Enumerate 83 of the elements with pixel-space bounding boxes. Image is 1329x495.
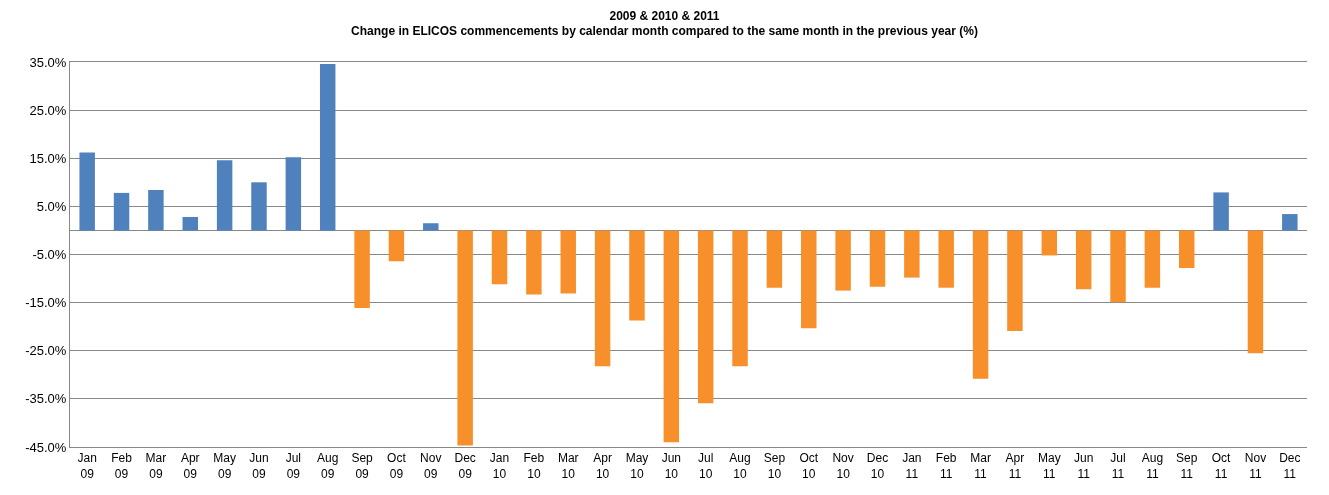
y-tick-label: -25.0%: [25, 343, 67, 359]
y-tick-label: 15.0%: [29, 150, 67, 166]
y-tick-label: -15.0%: [25, 295, 67, 311]
bar: [423, 223, 439, 231]
y-tick-label: -45.0%: [25, 439, 67, 455]
bar: [388, 230, 405, 262]
bar: [319, 63, 336, 231]
x-tick-label: Apr 10: [593, 451, 612, 481]
x-tick-label: Jan 11: [902, 451, 922, 481]
bar: [904, 230, 920, 278]
x-tick-label: Aug 11: [1141, 451, 1164, 481]
x-tick-label: Jan 10: [489, 451, 510, 481]
bar: [972, 230, 989, 379]
x-tick-label: Sep 10: [763, 451, 786, 481]
x-tick-label: Dec 10: [866, 451, 889, 481]
bar: [766, 230, 783, 288]
y-tick-label: 5.0%: [36, 198, 67, 214]
bar: [1075, 230, 1092, 290]
bar: [182, 216, 198, 231]
x-tick-label: Aug 09: [317, 451, 339, 481]
bar: [1282, 214, 1298, 231]
y-tick-label: 35.0%: [29, 54, 67, 70]
x-tick-label: May 09: [213, 451, 236, 481]
bar: [79, 152, 95, 231]
x-tick-label: Oct 11: [1211, 451, 1232, 481]
x-tick-label: Jun 10: [661, 451, 681, 481]
y-tick-label: 25.0%: [29, 102, 67, 118]
x-tick-label: Nov 10: [832, 451, 854, 481]
x-tick-label: Dec 11: [1279, 451, 1301, 481]
bar: [697, 230, 714, 404]
x-tick-label: Nov 09: [420, 451, 442, 481]
x-tick-label: Jun 11: [1073, 451, 1094, 481]
bar: [594, 230, 611, 367]
x-tick-label: Sep 09: [351, 451, 374, 481]
bar: [835, 230, 851, 291]
x-tick-label: May 11: [1037, 451, 1061, 481]
bar: [938, 230, 954, 288]
y-tick-label: -5.0%: [32, 247, 67, 263]
bar: [354, 230, 370, 308]
bar: [1179, 230, 1195, 268]
bar: [113, 192, 130, 231]
x-tick-label: Apr 11: [1005, 451, 1025, 481]
bar: [1247, 230, 1264, 354]
bar: [148, 190, 164, 231]
x-tick-label: Oct 10: [799, 451, 819, 481]
bar: [526, 230, 542, 295]
bar: [732, 230, 748, 367]
x-tick-label: Aug 10: [729, 451, 751, 481]
bar: [285, 157, 302, 231]
x-tick-label: Apr 09: [180, 451, 200, 481]
x-tick-label: Sep 11: [1176, 451, 1198, 481]
x-tick-label: Mar 11: [970, 451, 991, 481]
bar: [869, 230, 886, 287]
x-tick-label: May 10: [625, 451, 649, 481]
x-tick-label: Feb 10: [523, 451, 545, 481]
x-tick-label: Feb 11: [935, 451, 957, 481]
chart-subtitle: Change in ELICOS commencements by calendar month compared to the same month in the previous year (%): [351, 24, 978, 39]
bar: [1007, 230, 1023, 332]
bar: [663, 230, 680, 443]
x-tick-label: Mar 10: [557, 451, 579, 481]
x-tick-label: Jun 09: [249, 451, 269, 481]
bar: [560, 230, 576, 294]
bar: [216, 160, 233, 231]
bar: [801, 230, 817, 329]
bar: [1213, 192, 1229, 231]
y-tick-label: -35.0%: [25, 391, 67, 407]
x-tick-label: Jul 11: [1110, 451, 1126, 481]
x-tick-label: Jul 09: [285, 451, 302, 481]
bar: [491, 230, 508, 285]
bar: [629, 230, 645, 321]
chart-title: 2009 & 2010 & 2011: [609, 8, 720, 23]
bar: [251, 182, 267, 231]
x-tick-label: Jan 09: [77, 451, 97, 481]
x-tick-label: Jul 10: [698, 451, 714, 481]
bar: [457, 230, 473, 446]
x-tick-label: Nov 11: [1244, 451, 1267, 481]
x-tick-label: Dec 09: [454, 451, 476, 481]
x-tick-label: Feb 09: [111, 451, 133, 481]
bar: [1041, 230, 1058, 256]
x-tick-label: Mar 09: [145, 451, 167, 481]
x-tick-label: Oct 09: [387, 451, 407, 481]
bar: [1110, 230, 1126, 303]
bar: [1144, 230, 1161, 288]
